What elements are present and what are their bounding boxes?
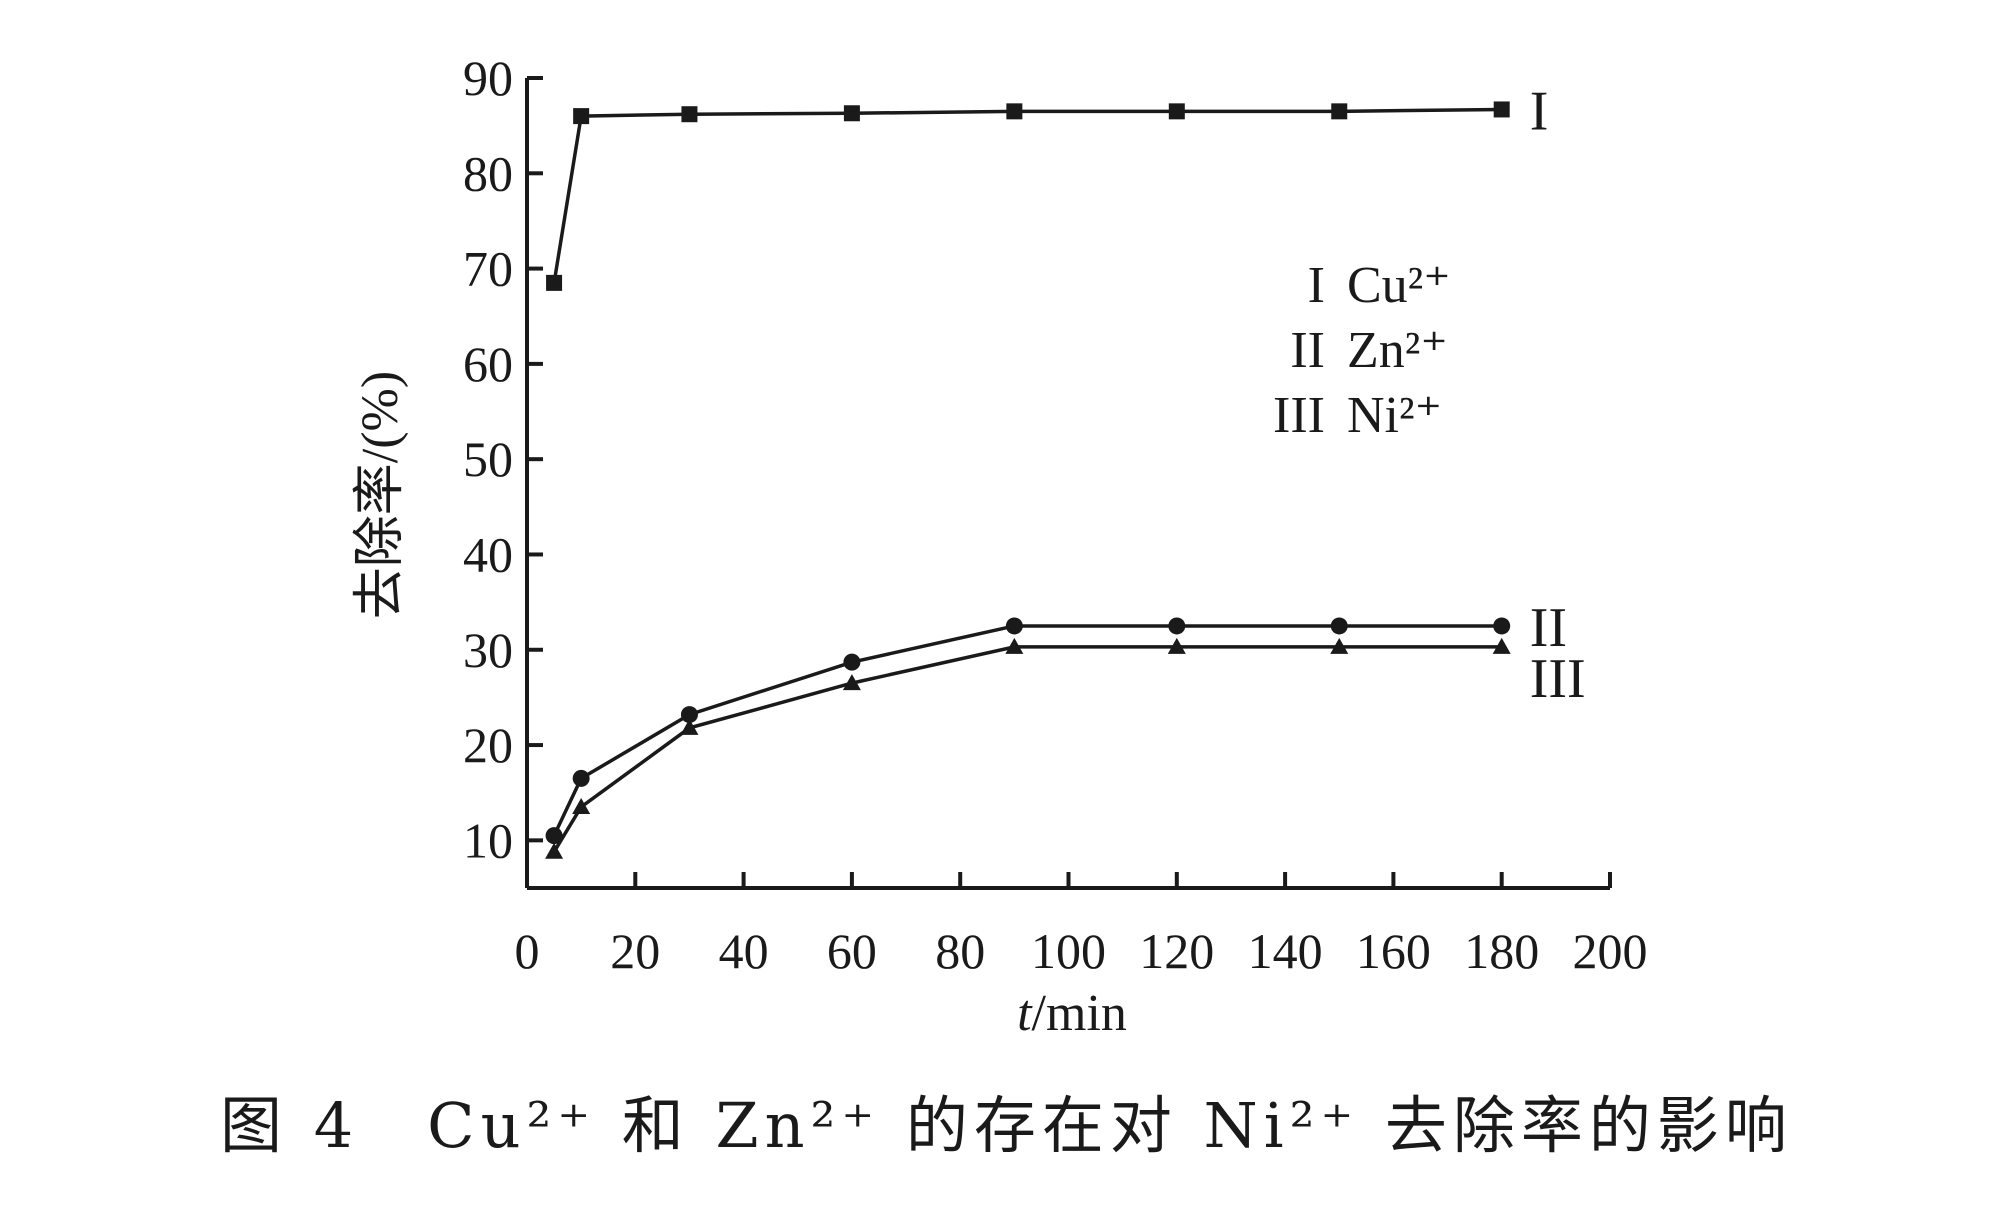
- series-III: III: [545, 637, 1586, 859]
- x-axis-title-variable: t: [1017, 985, 1033, 1042]
- series-tag-label: I: [1530, 80, 1549, 142]
- x-tick-label: 80: [935, 923, 985, 979]
- data-point: [546, 274, 563, 291]
- x-tick-label: 140: [1248, 923, 1323, 979]
- axes: [525, 76, 1612, 890]
- y-axis-title: 去除率/(%): [352, 371, 409, 619]
- y-tick-label: 90: [463, 50, 513, 106]
- data-point: [1492, 637, 1511, 654]
- x-tick-label: 40: [719, 923, 769, 979]
- series-tag-label: III: [1530, 648, 1586, 710]
- legend-tag: III: [1273, 387, 1325, 444]
- series-line: [552, 624, 1502, 837]
- x-tick-label: 60: [827, 923, 877, 979]
- y-tick-label: 40: [463, 526, 513, 582]
- y-tick-label: 20: [463, 717, 513, 773]
- data-point: [1005, 637, 1024, 654]
- data-point: [572, 769, 590, 787]
- legend-label: Ni²⁺: [1347, 387, 1442, 444]
- y-tick-label: 80: [463, 145, 513, 201]
- legend-tag: I: [1308, 257, 1325, 314]
- series-line: [552, 107, 1502, 284]
- series-line: [552, 645, 1502, 853]
- data-point: [1331, 103, 1348, 120]
- legend-label: Cu²⁺: [1347, 257, 1451, 314]
- line-chart: 0 20 40 60 80 100 120 140 160 180 200 10 20 30 40 50 60 7…: [352, 50, 1648, 1042]
- data-point: [1330, 617, 1348, 635]
- legend: I Cu²⁺ II Zn²⁺ III Ni²⁺: [1273, 257, 1451, 444]
- x-tick-label: 180: [1464, 923, 1539, 979]
- y-tick-label: 50: [463, 431, 513, 487]
- x-tick-label: 0: [515, 923, 540, 979]
- data-point: [843, 105, 860, 122]
- data-point: [680, 706, 698, 724]
- data-point: [1493, 617, 1511, 635]
- x-tick-label: 160: [1356, 923, 1431, 979]
- data-point: [681, 106, 698, 123]
- y-tick-label: 30: [463, 622, 513, 678]
- data-point: [573, 108, 590, 125]
- data-point: [1005, 617, 1023, 635]
- tick-labels: 0 20 40 60 80 100 120 140 160 180 200 10 20 30 40 50 60 7…: [463, 50, 1648, 979]
- data-point: [1168, 103, 1185, 120]
- data-point: [1167, 637, 1186, 654]
- data-point: [680, 718, 699, 735]
- legend-tag: II: [1290, 322, 1325, 379]
- series-II: II: [545, 597, 1567, 845]
- data-point: [1006, 103, 1023, 120]
- data-point: [842, 674, 861, 691]
- data-point: [1168, 617, 1186, 635]
- data-point: [1493, 101, 1510, 118]
- y-tick-label: 60: [463, 336, 513, 392]
- figure-caption: 图 4 Cu²⁺ 和 Zn²⁺ 的存在对 Ni²⁺ 去除率的影响: [220, 1089, 1793, 1162]
- y-tick-label: 10: [463, 812, 513, 868]
- data-point: [572, 798, 591, 814]
- legend-label: Zn²⁺: [1347, 322, 1448, 379]
- x-axis-title-unit: /min: [1032, 985, 1127, 1042]
- data-point: [545, 842, 564, 859]
- data-point: [1330, 637, 1349, 654]
- x-tick-label: 200: [1573, 923, 1648, 979]
- data-point: [545, 827, 563, 845]
- y-tick-label: 70: [463, 241, 513, 297]
- x-tick-label: 20: [610, 923, 660, 979]
- data-point: [843, 653, 861, 671]
- series-I: I: [546, 80, 1549, 291]
- x-tick-label: 100: [1031, 923, 1106, 979]
- x-axis-title: t/min: [1017, 985, 1127, 1042]
- x-tick-label: 120: [1139, 923, 1214, 979]
- series-tag-label: II: [1530, 597, 1567, 659]
